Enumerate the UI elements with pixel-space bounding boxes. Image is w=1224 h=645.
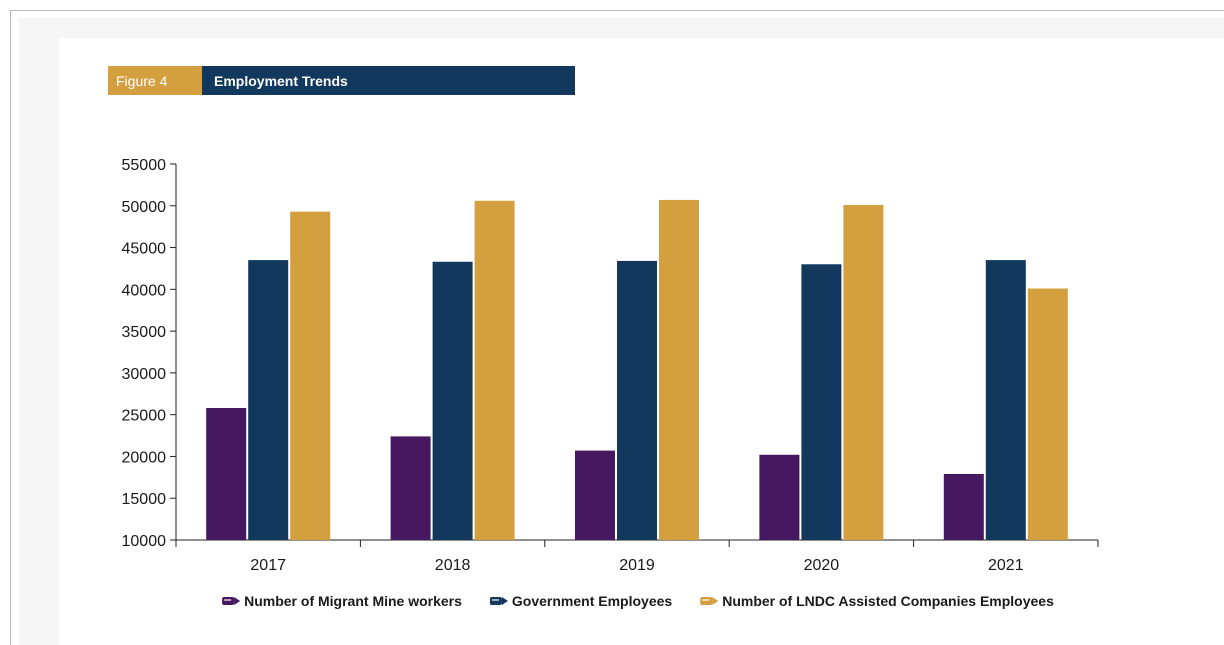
bar-number-of-migrant-mine-workers-2018	[390, 436, 431, 540]
bar-number-of-lndc-assisted-companies-employees-2018	[474, 200, 515, 540]
y-tick-label: 20000	[122, 449, 167, 466]
figure-number-label: Figure 4	[116, 72, 168, 89]
y-tick-label: 40000	[122, 282, 167, 299]
y-tick-label: 15000	[122, 491, 167, 508]
x-tick-label: 2017	[250, 557, 286, 574]
legend-label: Number of LNDC Assisted Companies Employ…	[722, 593, 1054, 609]
x-tick-label: 2019	[619, 557, 655, 574]
legend-label: Number of Migrant Mine workers	[244, 593, 462, 609]
bar-government-employees-2019	[617, 260, 657, 540]
legend-marker-icon	[489, 597, 508, 605]
bar-number-of-migrant-mine-workers-2021	[943, 473, 984, 540]
legend-item: Government Employees	[489, 593, 672, 609]
bar-number-of-migrant-mine-workers-2020	[759, 454, 800, 540]
figure-title: Employment Trends	[214, 72, 348, 89]
bar-government-employees-2021	[985, 260, 1026, 540]
bar-number-of-migrant-mine-workers-2019	[575, 450, 615, 540]
legend-marker-icon	[700, 597, 719, 605]
y-tick-label: 50000	[122, 199, 167, 216]
figure-title-bar: Employment Trends	[202, 66, 575, 95]
y-tick-label: 30000	[122, 366, 167, 383]
bar-number-of-lndc-assisted-companies-employees-2017	[290, 211, 331, 541]
bar-government-employees-2020	[801, 264, 842, 540]
legend: Number of Migrant Mine workers Government…	[222, 593, 1054, 609]
y-tick-label: 35000	[122, 324, 167, 341]
bar-number-of-lndc-assisted-companies-employees-2019	[659, 199, 699, 540]
legend-marker-icon	[222, 597, 241, 605]
y-tick-label: 45000	[122, 241, 167, 258]
x-tick-label: 2021	[988, 557, 1024, 574]
bars	[206, 199, 1068, 541]
bar-government-employees-2017	[248, 260, 289, 540]
outer-frame	[10, 10, 1224, 645]
legend-item: Number of LNDC Assisted Companies Employ…	[700, 593, 1054, 609]
bar-number-of-migrant-mine-workers-2017	[206, 407, 247, 540]
y-tick-label: 25000	[122, 408, 167, 425]
legend-label: Government Employees	[512, 593, 672, 609]
y-axis: 10000 15000 20000 25000 30000 35000 40000 45000…	[122, 157, 177, 550]
x-tick-label: 2020	[804, 557, 840, 574]
bar-number-of-lndc-assisted-companies-employees-2021	[1027, 288, 1068, 540]
x-axis: 2017 2018 2019 2020 2021	[175, 539, 1099, 574]
figure-number-badge: Figure 4	[108, 66, 202, 95]
bar-government-employees-2018	[432, 261, 473, 540]
y-tick-label: 10000	[122, 533, 167, 550]
legend-item: Number of Migrant Mine workers	[222, 593, 462, 609]
x-tick-label: 2018	[435, 557, 471, 574]
bar-number-of-lndc-assisted-companies-employees-2020	[843, 204, 884, 541]
y-tick-label: 55000	[122, 157, 167, 174]
